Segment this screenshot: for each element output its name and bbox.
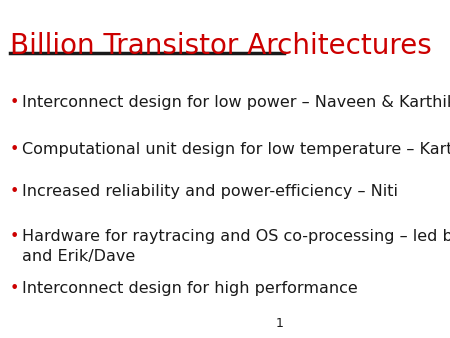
Text: Computational unit design for low temperature – Karthik: Computational unit design for low temper… xyxy=(22,142,450,157)
Text: •: • xyxy=(10,95,19,110)
Text: Interconnect design for low power – Naveen & Karthik: Interconnect design for low power – Nave… xyxy=(22,95,450,110)
Text: 1: 1 xyxy=(276,317,284,330)
Text: •: • xyxy=(10,184,19,199)
Text: •: • xyxy=(10,230,19,244)
Text: Hardware for raytracing and OS co-processing – led by Pete
and Erik/Dave: Hardware for raytracing and OS co-proces… xyxy=(22,230,450,264)
Text: Interconnect design for high performance: Interconnect design for high performance xyxy=(22,281,357,296)
Text: Increased reliability and power-efficiency – Niti: Increased reliability and power-efficien… xyxy=(22,184,398,199)
Text: •: • xyxy=(10,142,19,157)
Text: •: • xyxy=(10,281,19,296)
Text: Billion Transistor Architectures: Billion Transistor Architectures xyxy=(10,31,432,59)
